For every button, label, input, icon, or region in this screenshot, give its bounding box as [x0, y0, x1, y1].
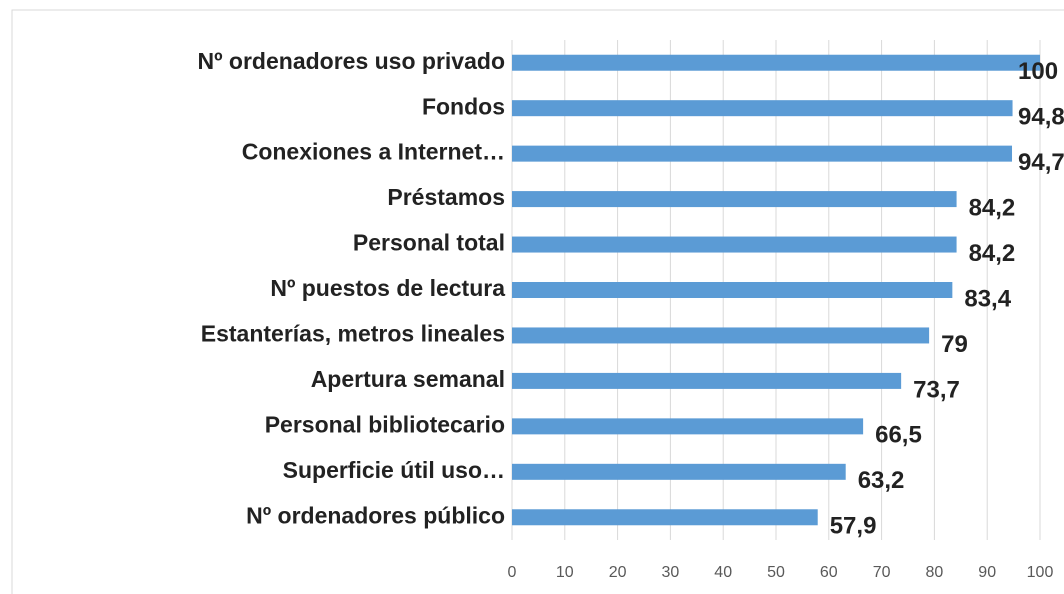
x-tick-label: 40: [714, 564, 732, 581]
data-label: 79: [941, 331, 968, 358]
bar: [512, 145, 1013, 162]
bar: [512, 236, 957, 253]
y-tick-label: Personal total: [353, 230, 505, 256]
bar: [512, 282, 953, 298]
y-tick-label: Nº ordenadores uso privado: [198, 48, 505, 74]
data-label: 94,7: [1018, 149, 1064, 176]
x-tick-label: 10: [556, 564, 574, 581]
x-tick-label: 20: [609, 564, 627, 581]
x-tick-label: 50: [767, 564, 785, 581]
y-tick-label: Fondos: [422, 93, 505, 119]
bar: [512, 327, 930, 344]
y-tick-label: Préstamos: [387, 184, 505, 210]
data-label: 73,7: [913, 376, 960, 403]
bar: [512, 463, 846, 480]
data-label: 100: [1018, 58, 1058, 85]
data-label: 84,2: [969, 240, 1016, 267]
bar: [512, 372, 902, 389]
bar: [512, 418, 864, 435]
x-tick-label: 70: [873, 564, 891, 581]
y-tick-label: Personal bibliotecario: [265, 411, 505, 437]
y-tick-label: Estanterías, metros lineales: [201, 321, 505, 347]
y-tick-label: Superficie útil uso…: [283, 457, 505, 483]
data-label: 66,5: [875, 422, 922, 449]
bar: [512, 509, 818, 526]
x-tick-label: 60: [820, 564, 838, 581]
data-label: 83,4: [964, 285, 1011, 312]
y-tick-label: Nº ordenadores público: [246, 502, 505, 528]
bar: [512, 54, 1040, 71]
chart-frame: [11, 9, 1064, 594]
x-tick-label: 100: [1027, 564, 1054, 581]
x-tick-label: 80: [926, 564, 944, 581]
x-tick-label: 90: [978, 564, 996, 581]
bar: [512, 100, 1013, 117]
x-tick-label: 30: [662, 564, 680, 581]
data-label: 84,2: [969, 194, 1016, 221]
data-label: 57,9: [830, 513, 877, 540]
data-label: 63,2: [858, 467, 905, 494]
y-tick-label: Conexiones a Internet…: [242, 139, 505, 165]
y-tick-label: Apertura semanal: [311, 366, 505, 392]
y-tick-label: Nº puestos de lectura: [270, 275, 505, 301]
x-tick-label: 0: [508, 564, 517, 581]
bar: [512, 191, 957, 208]
data-label: 94,8: [1018, 104, 1064, 131]
